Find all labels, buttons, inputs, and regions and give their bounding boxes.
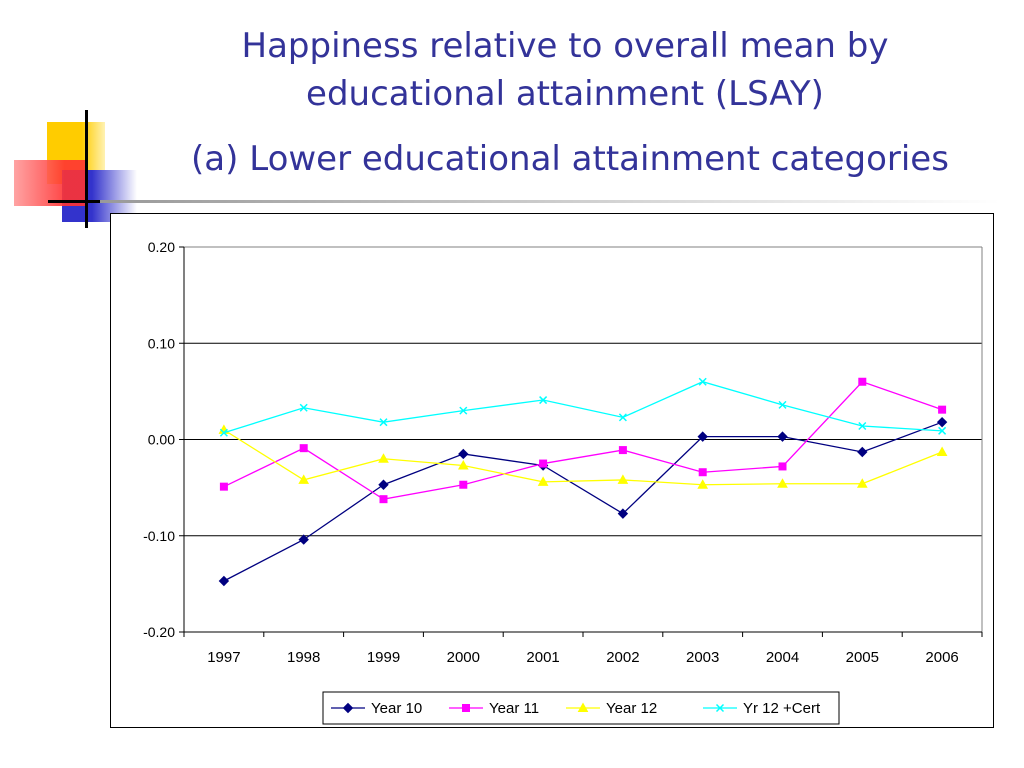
- y-tick-label: 0.00: [148, 432, 175, 448]
- legend-label: Year 12: [606, 700, 657, 717]
- data-point: [617, 508, 629, 519]
- chart-area: 0.20 0.10 0.00 -0.10 -0.20 1997 1998 1999 2000 20…: [110, 213, 994, 728]
- x-tick-label: 2000: [447, 649, 480, 666]
- legend-marker: [577, 702, 589, 712]
- data-point: [378, 479, 389, 490]
- data-point: [856, 478, 868, 488]
- slide-title-line-1: Happiness relative to overall mean by: [241, 26, 889, 66]
- data-point: [219, 428, 228, 437]
- decor-rule-line: [100, 200, 1000, 203]
- data-point: [698, 377, 707, 386]
- data-point: [858, 377, 867, 386]
- x-tick-label: 2006: [925, 649, 958, 666]
- decor-red-square: [14, 160, 86, 206]
- data-point: [458, 448, 469, 460]
- line-chart: 0.20 0.10 0.00 -0.10 -0.20 1997 1998 1999 2000 20…: [143, 239, 983, 725]
- data-point: [459, 406, 468, 415]
- x-tick-label: 2001: [526, 649, 559, 666]
- data-point: [298, 474, 310, 484]
- data-point: [617, 474, 629, 484]
- data-point: [618, 446, 627, 455]
- data-point: [379, 418, 388, 427]
- data-point: [778, 462, 787, 471]
- x-tick-label: 2005: [846, 649, 879, 666]
- legend-label: Yr 12 +Cert: [743, 700, 821, 717]
- series-line-year-11: [223, 380, 943, 500]
- x-tick-label: 2003: [686, 649, 719, 666]
- data-point: [777, 431, 788, 442]
- y-tick-label: -0.20: [143, 624, 175, 640]
- data-point: [457, 459, 469, 470]
- x-tick-label: 1997: [207, 649, 240, 666]
- x-tick-label: 2002: [606, 649, 639, 666]
- series-line-yr-12-cert: [223, 381, 943, 434]
- data-point: [299, 444, 308, 453]
- slide-subtitle: (a) Lower educational attainment categor…: [191, 139, 949, 179]
- legend-marker: [462, 704, 470, 712]
- data-point: [378, 453, 389, 463]
- data-point: [698, 468, 707, 477]
- data-point: [858, 421, 867, 431]
- data-point: [938, 405, 947, 414]
- decor-horizontal-line: [48, 200, 114, 203]
- data-point: [618, 413, 627, 422]
- data-point: [459, 480, 468, 489]
- x-tick-label: 1998: [287, 649, 320, 666]
- x-tick-label: 1999: [367, 649, 400, 666]
- data-point: [219, 482, 228, 491]
- data-point: [379, 495, 388, 504]
- data-point: [938, 426, 947, 435]
- data-point: [936, 446, 948, 457]
- legend-label: Year 10: [371, 700, 422, 717]
- data-point: [778, 400, 787, 409]
- legend-marker: [715, 703, 725, 713]
- decor-vertical-line: [85, 110, 88, 228]
- data-point: [537, 476, 549, 486]
- series-line-year-10: [223, 421, 943, 582]
- y-tick-label: 0.20: [148, 239, 175, 255]
- data-point: [857, 446, 868, 458]
- data-point: [697, 479, 709, 489]
- data-point: [777, 478, 788, 488]
- x-tick-label: 2004: [766, 649, 799, 666]
- data-point: [299, 403, 308, 412]
- data-point: [218, 575, 230, 587]
- y-tick-label: -0.10: [143, 528, 175, 544]
- slide-title-line-2: educational attainment (LSAY): [306, 74, 824, 114]
- legend-marker: [342, 702, 354, 714]
- data-point: [697, 431, 708, 442]
- data-point: [298, 534, 309, 545]
- data-point: [539, 396, 548, 405]
- series-line-year-12: [223, 429, 943, 486]
- legend-label: Year 11: [489, 700, 539, 717]
- data-point: [936, 416, 948, 428]
- y-tick-label: 0.10: [148, 335, 175, 351]
- data-point: [539, 459, 548, 468]
